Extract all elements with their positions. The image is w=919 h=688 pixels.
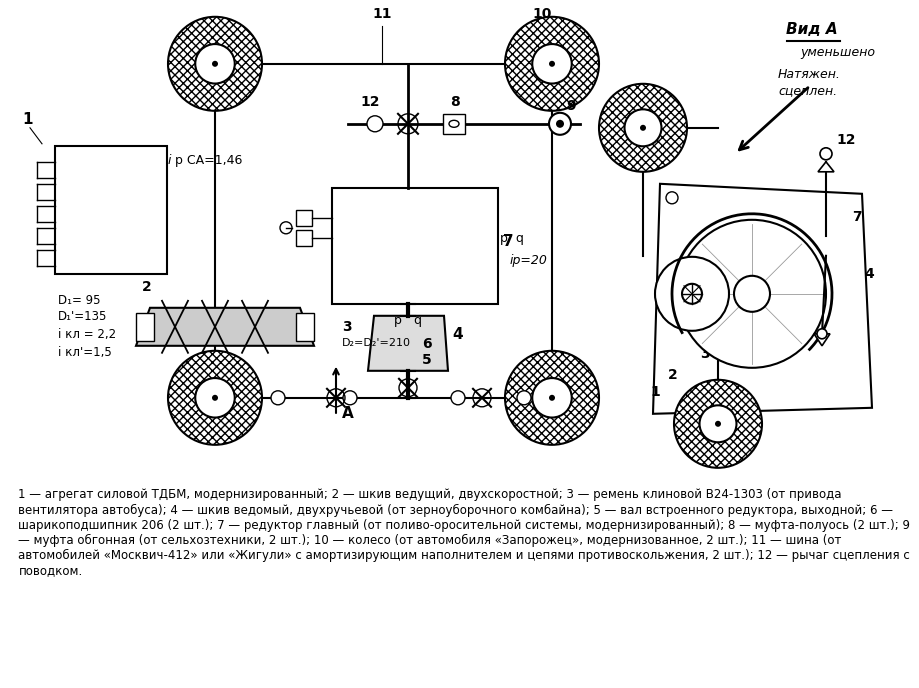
- Circle shape: [674, 380, 761, 468]
- Text: 3: 3: [699, 347, 709, 361]
- Text: 12: 12: [835, 133, 855, 147]
- Circle shape: [714, 421, 720, 427]
- Text: 6: 6: [422, 337, 431, 351]
- Bar: [296, 210, 312, 226]
- Text: A: A: [342, 406, 354, 421]
- Circle shape: [279, 222, 291, 234]
- Text: 11: 11: [372, 7, 391, 21]
- Circle shape: [211, 61, 218, 67]
- Circle shape: [555, 120, 563, 128]
- Circle shape: [549, 61, 554, 67]
- Text: D₁= 95: D₁= 95: [58, 294, 100, 307]
- Text: 3: 3: [342, 320, 351, 334]
- Text: i кл'=1,5: i кл'=1,5: [58, 346, 111, 359]
- Text: 9: 9: [565, 99, 575, 113]
- Text: i кл = 2,2: i кл = 2,2: [58, 327, 116, 341]
- Text: 1: 1: [650, 385, 659, 399]
- Text: р  q: р q: [499, 232, 523, 245]
- Polygon shape: [817, 162, 834, 172]
- Text: 1 — агрегат силовой ТДБМ, модернизированный; 2 — шкив ведущий, двухскоростной; 3: 1 — агрегат силовой ТДБМ, модернизирован…: [18, 488, 910, 577]
- Text: i: i: [168, 154, 171, 166]
- Circle shape: [677, 219, 825, 368]
- Circle shape: [271, 391, 285, 405]
- Ellipse shape: [448, 120, 459, 127]
- Text: q: q: [413, 314, 421, 327]
- Text: уменьшено: уменьшено: [800, 46, 874, 58]
- Text: 5: 5: [422, 353, 431, 367]
- Circle shape: [681, 283, 701, 304]
- Circle shape: [532, 44, 571, 83]
- Circle shape: [819, 148, 831, 160]
- Circle shape: [367, 116, 382, 132]
- Circle shape: [698, 405, 736, 442]
- Bar: [55, 146, 167, 274]
- Text: iр=20: iр=20: [509, 254, 548, 267]
- Text: D₂=D₂'=210: D₂=D₂'=210: [342, 338, 411, 348]
- Circle shape: [195, 44, 234, 83]
- Text: 2: 2: [667, 368, 677, 382]
- Bar: [332, 188, 497, 304]
- Circle shape: [505, 17, 598, 111]
- Text: 4: 4: [451, 327, 462, 342]
- Circle shape: [168, 17, 262, 111]
- Text: 10: 10: [532, 7, 551, 21]
- Circle shape: [450, 391, 464, 405]
- Text: 7: 7: [503, 234, 513, 249]
- Bar: [443, 114, 464, 133]
- Text: р СА=1,46: р СА=1,46: [175, 154, 242, 166]
- Circle shape: [532, 378, 571, 418]
- Polygon shape: [813, 334, 829, 346]
- Circle shape: [598, 84, 686, 172]
- Circle shape: [516, 391, 530, 405]
- Text: 12: 12: [359, 95, 380, 109]
- Circle shape: [654, 257, 728, 331]
- Bar: [296, 230, 312, 246]
- Text: Вид А: Вид А: [786, 22, 837, 36]
- Text: сцеплен.: сцеплен.: [777, 84, 836, 97]
- Circle shape: [549, 395, 554, 401]
- Text: 4: 4: [863, 267, 873, 281]
- Bar: [296, 313, 313, 341]
- Text: D₁'=135: D₁'=135: [58, 310, 108, 323]
- Circle shape: [195, 378, 234, 418]
- Polygon shape: [368, 316, 448, 371]
- Circle shape: [343, 391, 357, 405]
- Circle shape: [549, 113, 571, 135]
- Circle shape: [624, 109, 661, 147]
- Text: 1: 1: [22, 112, 32, 127]
- Polygon shape: [136, 308, 313, 346]
- Text: 8: 8: [449, 95, 460, 109]
- Circle shape: [640, 125, 645, 131]
- Circle shape: [505, 351, 598, 445]
- Circle shape: [816, 329, 826, 338]
- Bar: [136, 313, 153, 341]
- Circle shape: [733, 276, 769, 312]
- Polygon shape: [652, 184, 871, 413]
- Circle shape: [211, 395, 218, 401]
- Circle shape: [665, 192, 677, 204]
- Circle shape: [168, 351, 262, 445]
- Text: 2: 2: [142, 280, 152, 294]
- Text: Натяжен.: Натяжен.: [777, 68, 840, 80]
- Text: р: р: [393, 314, 402, 327]
- Text: 7: 7: [851, 210, 861, 224]
